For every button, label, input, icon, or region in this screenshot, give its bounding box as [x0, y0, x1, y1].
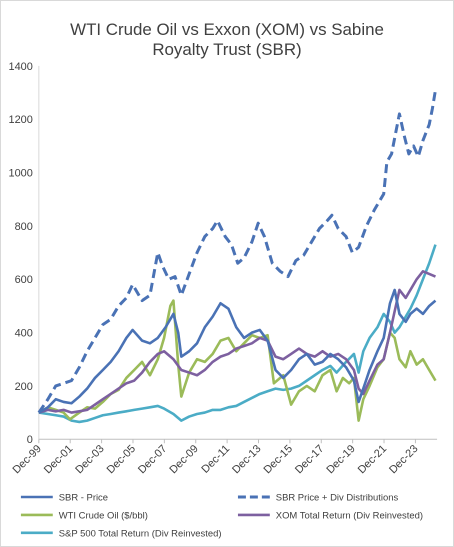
x-tick-label: Dec-21: [356, 443, 389, 476]
series-line-1: [37, 89, 437, 414]
chart-title-line-2: Royalty Trust (SBR): [152, 40, 301, 59]
legend-label-0: SBR - Price: [59, 492, 108, 503]
x-tick-label: Dec-17: [293, 443, 326, 476]
legend-label-2: WTI Crude Oil ($/bbl): [59, 510, 148, 521]
x-tick-label: Dec-03: [73, 443, 106, 476]
series-line-4: [38, 244, 437, 424]
x-tick-label: Dec-99: [11, 443, 44, 476]
legend-label-1: SBR Price + Div Distributions: [276, 492, 399, 503]
y-tick-label: 400: [15, 328, 33, 340]
x-tick-label: Dec-01: [42, 443, 75, 476]
series-line-3: [38, 270, 436, 414]
x-tick-label: Dec-19: [324, 443, 357, 476]
series-line-0: [38, 288, 437, 414]
y-tick-label: 1200: [9, 114, 33, 126]
legend: SBR - Price SBR Price + Div Distributions…: [20, 492, 423, 539]
chart-title-line-1: WTI Crude Oil vs Exxon (XOM) vs Sabine: [70, 20, 384, 39]
y-tick-label: 200: [15, 381, 33, 393]
legend-label-4: S&P 500 Total Return (Div Reinvested): [59, 528, 222, 539]
legend-label-3: XOM Total Return (Div Reinvested): [276, 510, 423, 521]
x-tick-label: Dec-11: [199, 443, 232, 476]
y-tick-label: 1000: [9, 168, 33, 180]
y-tick-label: 1400: [9, 61, 33, 73]
x-tick-label: Dec-09: [167, 443, 200, 476]
series-layer: [37, 89, 437, 424]
x-axis: Dec-99Dec-01Dec-03Dec-05Dec-07Dec-09Dec-…: [11, 438, 438, 476]
y-tick-label: 800: [15, 221, 33, 233]
x-tick-label: Dec-07: [136, 443, 169, 476]
x-tick-label: Dec-13: [230, 443, 263, 476]
y-tick-label: 600: [15, 274, 33, 286]
y-axis: 0 200 400 600 800 1000 1200 1400: [9, 61, 40, 446]
x-tick-label: Dec-15: [262, 443, 295, 476]
x-tick-label: Dec-23: [387, 443, 420, 476]
x-tick-label: Dec-05: [105, 443, 138, 476]
y-tick-label: 0: [27, 434, 33, 446]
